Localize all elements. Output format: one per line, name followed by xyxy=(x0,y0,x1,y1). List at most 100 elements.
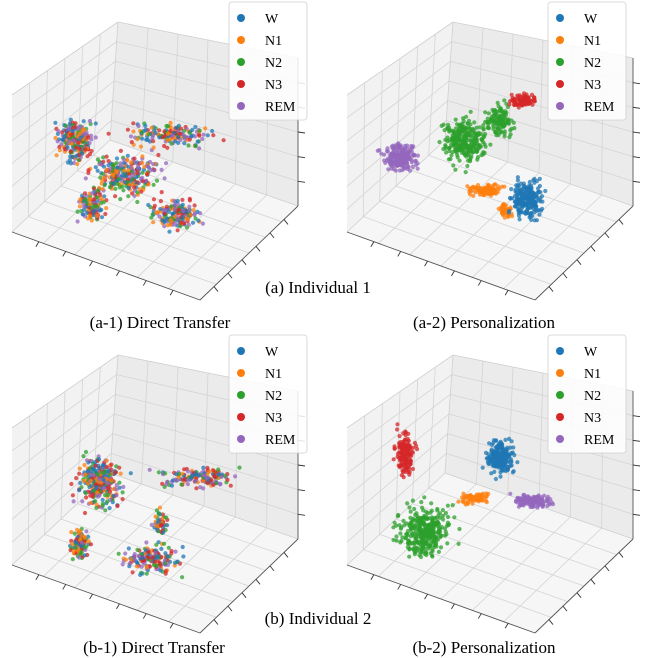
scatter-point xyxy=(191,208,196,213)
scatter-point xyxy=(388,156,394,161)
scatter-point xyxy=(550,502,556,507)
scatter-point xyxy=(104,458,109,463)
scatter-point xyxy=(138,144,144,149)
legend-label: N3 xyxy=(584,78,601,93)
scatter-point xyxy=(84,529,89,534)
scatter-point xyxy=(87,118,92,124)
scatter-point xyxy=(175,198,180,204)
scatter-point xyxy=(520,191,525,196)
scatter-point xyxy=(100,171,106,176)
scatter-point xyxy=(500,114,505,119)
scatter-point xyxy=(125,127,130,132)
scatter-point xyxy=(78,197,83,202)
scatter-point xyxy=(401,431,406,436)
legend-marker xyxy=(237,391,245,399)
scatter-point xyxy=(123,551,128,556)
scatter-point xyxy=(391,163,396,168)
scatter-point xyxy=(140,136,145,141)
scatter-point xyxy=(528,187,533,192)
scatter-point xyxy=(545,503,550,509)
scatter-point xyxy=(134,564,139,569)
scatter-point xyxy=(165,131,171,136)
scatter-point xyxy=(408,147,413,153)
scatter-point xyxy=(180,575,185,580)
scatter-point xyxy=(484,456,489,461)
legend-label: REM xyxy=(265,100,296,115)
scatter-point xyxy=(469,154,474,159)
scatter-point xyxy=(503,456,508,461)
scatter-point xyxy=(398,540,403,545)
scatter-point xyxy=(145,164,150,169)
scatter-point xyxy=(517,498,522,503)
scatter-point xyxy=(70,126,75,131)
scatter-point xyxy=(521,201,526,206)
scatter-point xyxy=(169,204,174,209)
scatter-point xyxy=(162,484,167,489)
scatter-point xyxy=(463,170,468,175)
scatter-point xyxy=(405,501,410,506)
scatter-point xyxy=(91,473,96,478)
scatter-point xyxy=(82,191,88,196)
scatter-point xyxy=(409,449,415,454)
scatter-point xyxy=(202,473,207,478)
scatter-point xyxy=(136,124,141,129)
scatter-point xyxy=(152,559,158,564)
scatter-point xyxy=(185,469,191,474)
scatter-point xyxy=(398,531,403,536)
scatter-point xyxy=(228,483,233,488)
scatter-point xyxy=(102,183,107,188)
scatter-point xyxy=(407,168,413,173)
scatter-point xyxy=(146,555,151,560)
scatter-point xyxy=(83,197,88,202)
scatter-point xyxy=(502,134,507,139)
scatter-point xyxy=(429,508,434,513)
scatter-point xyxy=(149,125,154,130)
scatter-point xyxy=(437,522,442,527)
scatter-point xyxy=(139,130,144,135)
scatter-point xyxy=(80,193,85,198)
scatter-point xyxy=(430,530,435,535)
scatter-point xyxy=(445,126,450,131)
scatter-point xyxy=(403,149,409,154)
scatter-point xyxy=(174,472,179,477)
scatter-point xyxy=(502,129,507,134)
scatter-point xyxy=(60,130,65,135)
scatter-point xyxy=(452,515,457,520)
scatter-point xyxy=(126,194,131,199)
scatter-point xyxy=(480,491,486,496)
legend-label: N3 xyxy=(265,411,282,426)
scatter-point xyxy=(537,176,542,181)
scatter-point xyxy=(521,496,526,501)
scatter-point xyxy=(475,186,480,191)
scatter-point xyxy=(128,471,133,476)
scatter-point xyxy=(488,142,493,147)
scatter-point xyxy=(115,181,120,187)
group-caption-a: (a) Individual 1 xyxy=(265,278,371,297)
legend-label: REM xyxy=(584,433,615,448)
scatter-point xyxy=(468,138,473,143)
scatter-point xyxy=(456,499,461,504)
scatter-point xyxy=(548,497,553,502)
scatter-point xyxy=(107,472,112,478)
scatter-point xyxy=(410,164,415,169)
scatter-point xyxy=(125,153,130,158)
scatter-point xyxy=(513,189,518,194)
scatter-point xyxy=(129,140,134,145)
scatter-point xyxy=(156,518,161,523)
scatter-point xyxy=(426,526,431,531)
scatter-point xyxy=(436,549,441,554)
scatter-point xyxy=(509,118,514,123)
legend-label: W xyxy=(265,12,279,27)
scatter-point xyxy=(486,191,491,197)
scatter-point xyxy=(185,217,190,222)
legend-frame xyxy=(547,334,627,454)
scatter-point xyxy=(98,208,103,213)
legend-marker xyxy=(237,347,245,355)
scatter-point xyxy=(438,545,444,550)
scatter-point xyxy=(85,469,90,474)
scatter-point xyxy=(535,186,541,191)
scatter-point xyxy=(395,422,400,427)
scatter-point xyxy=(477,125,482,130)
scatter-point xyxy=(407,156,412,161)
scatter-point xyxy=(77,529,82,534)
